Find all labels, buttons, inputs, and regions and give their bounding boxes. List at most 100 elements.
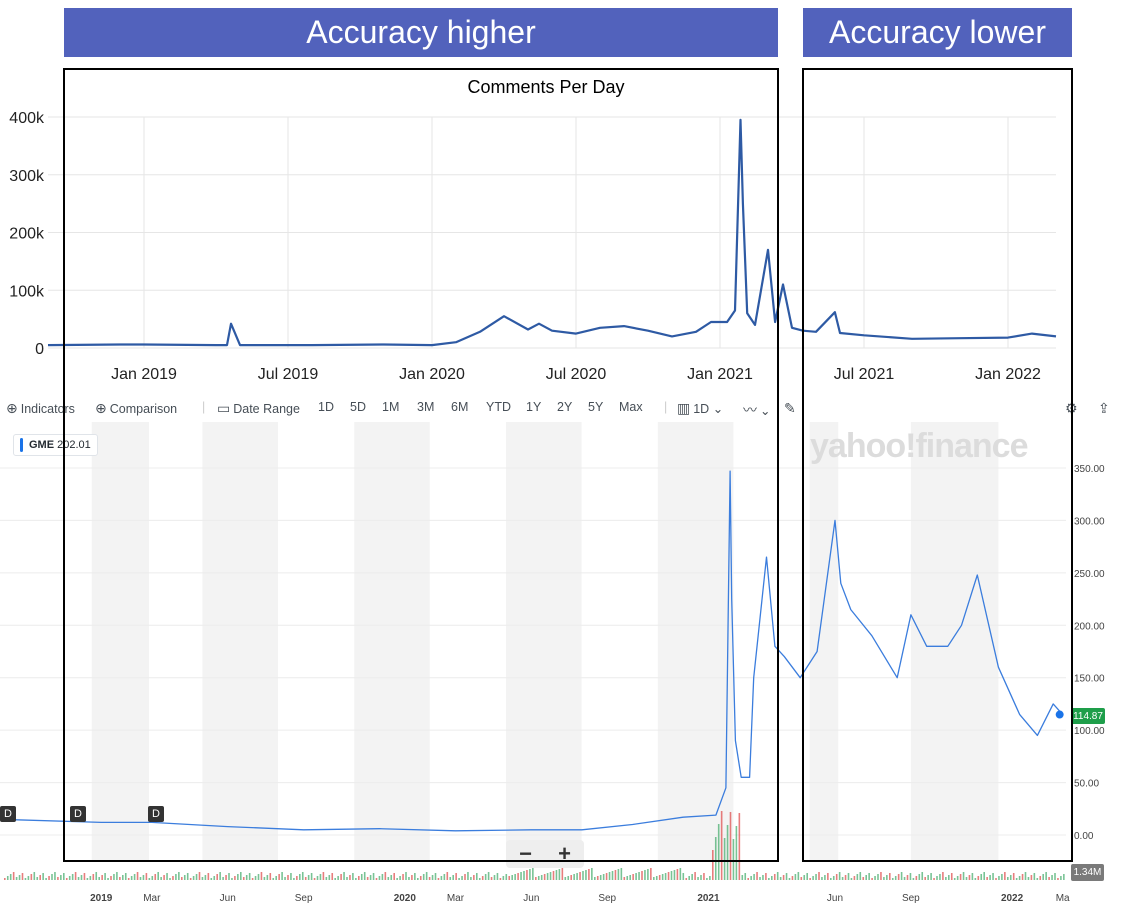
volume-bar <box>434 873 437 880</box>
volume-bar <box>644 870 646 880</box>
volume-bar <box>688 876 690 880</box>
zoom-in-button[interactable]: + <box>558 841 571 866</box>
volume-bar <box>608 872 611 880</box>
volume-bar <box>490 877 493 880</box>
volume-bar <box>181 877 183 880</box>
volume-bar <box>529 869 531 880</box>
volume-bar <box>540 875 543 880</box>
volume-bar <box>853 876 856 880</box>
volume-bar <box>691 874 693 880</box>
volume-bar <box>163 875 165 880</box>
range-button-6m[interactable]: 6M <box>451 400 469 414</box>
date-tick-label: Sep <box>902 893 920 904</box>
volume-bar <box>113 874 115 880</box>
range-button-max[interactable]: Max <box>619 400 643 414</box>
dividend-marker[interactable]: D <box>148 806 164 822</box>
x-tick-label: Jul 2021 <box>834 366 895 383</box>
volume-bar <box>248 873 251 880</box>
interval-select[interactable]: ▥ 1D ⌄ <box>677 400 723 417</box>
range-button-3m[interactable]: 3M <box>417 400 435 414</box>
volume-bar <box>198 872 201 880</box>
range-button-5d[interactable]: 5D <box>350 400 366 414</box>
price-tick-label: 50.00 <box>1074 779 1099 790</box>
chevron-down-icon: ⌄ <box>760 404 771 418</box>
volume-bar <box>363 872 366 880</box>
price-tick-label: 200.00 <box>1074 621 1105 632</box>
range-button-1y[interactable]: 1Y <box>526 400 542 414</box>
volume-bar <box>92 874 95 880</box>
volume-bar <box>396 878 398 880</box>
volume-bar <box>257 874 260 880</box>
range-button-1m[interactable]: 1M <box>382 400 400 414</box>
volume-bar <box>6 876 9 880</box>
date-range-button[interactable]: ▭ Date Range <box>217 400 300 417</box>
volume-bar <box>95 872 98 880</box>
volume-bar <box>747 878 749 880</box>
volume-bar <box>1036 878 1039 880</box>
draw-button[interactable]: ✎ <box>784 400 799 417</box>
chart-type-select[interactable]: 〰 ⌄ <box>743 400 770 420</box>
volume-bar <box>331 873 334 880</box>
volume-bar <box>502 876 505 880</box>
volume-bar <box>63 873 65 880</box>
volume-bar <box>275 876 277 880</box>
volume-bar <box>832 876 835 880</box>
volume-bar <box>664 873 667 880</box>
volume-bar <box>835 874 838 880</box>
ticker-badge[interactable]: GME 202.01 <box>13 434 98 456</box>
volume-bar <box>803 875 806 880</box>
volume-bar <box>216 874 218 880</box>
candle-icon: ▥ <box>677 400 691 416</box>
range-button-ytd[interactable]: YTD <box>486 400 511 414</box>
current-price-dot <box>1055 710 1064 719</box>
yahoo-finance-watermark: yahoo!finance <box>810 427 1028 465</box>
volume-bar <box>706 878 708 880</box>
volume-bar <box>473 875 475 880</box>
volume-bar <box>266 875 269 880</box>
range-button-1d[interactable]: 1D <box>318 400 334 414</box>
volume-bar <box>234 876 236 880</box>
volume-bar <box>192 876 195 880</box>
volume-bar <box>89 876 92 880</box>
volume-bar <box>86 878 89 880</box>
x-tick-label: Jan 2022 <box>975 366 1041 383</box>
volume-bar <box>151 876 154 880</box>
comparison-button[interactable]: ⊕ Comparison <box>95 400 177 417</box>
volume-bar <box>989 875 991 880</box>
volume-bar <box>871 878 873 880</box>
volume-bar <box>325 877 328 880</box>
zoom-out-button[interactable]: − <box>519 841 532 866</box>
volume-bar <box>830 878 832 880</box>
volume-bar <box>741 875 744 880</box>
volume-bar <box>511 875 513 880</box>
volume-bar <box>425 872 428 880</box>
volume-bar <box>744 873 747 880</box>
volume-bar <box>588 869 590 880</box>
y-tick-label: 300k <box>9 168 45 185</box>
range-button-5y[interactable]: 5Y <box>588 400 604 414</box>
volume-bar <box>965 877 968 880</box>
volume-bar <box>313 878 316 880</box>
dividend-marker[interactable]: D <box>0 806 16 822</box>
volume-bar <box>514 874 516 880</box>
period-band <box>809 422 839 862</box>
volume-bar <box>27 876 30 880</box>
range-button-2y[interactable]: 2Y <box>557 400 573 414</box>
volume-bar <box>638 872 640 880</box>
volume-bar <box>939 874 941 880</box>
volume-bar <box>349 875 351 880</box>
date-tick-label: Jun <box>523 893 539 904</box>
indicators-button[interactable]: ⊕ Indicators <box>6 400 75 417</box>
volume-bar <box>773 874 776 880</box>
date-tick-label: Jun <box>220 893 236 904</box>
volume-bar <box>464 874 466 880</box>
volume-bar <box>12 872 15 880</box>
period-band <box>910 422 999 862</box>
volume-bar <box>1015 878 1018 880</box>
dividend-marker[interactable]: D <box>70 806 86 822</box>
share-button[interactable]: ⇪ <box>1098 400 1113 417</box>
volume-bar <box>523 871 525 880</box>
volume-bar <box>953 878 956 880</box>
volume-bar <box>546 873 549 880</box>
volume-bar <box>611 871 614 880</box>
